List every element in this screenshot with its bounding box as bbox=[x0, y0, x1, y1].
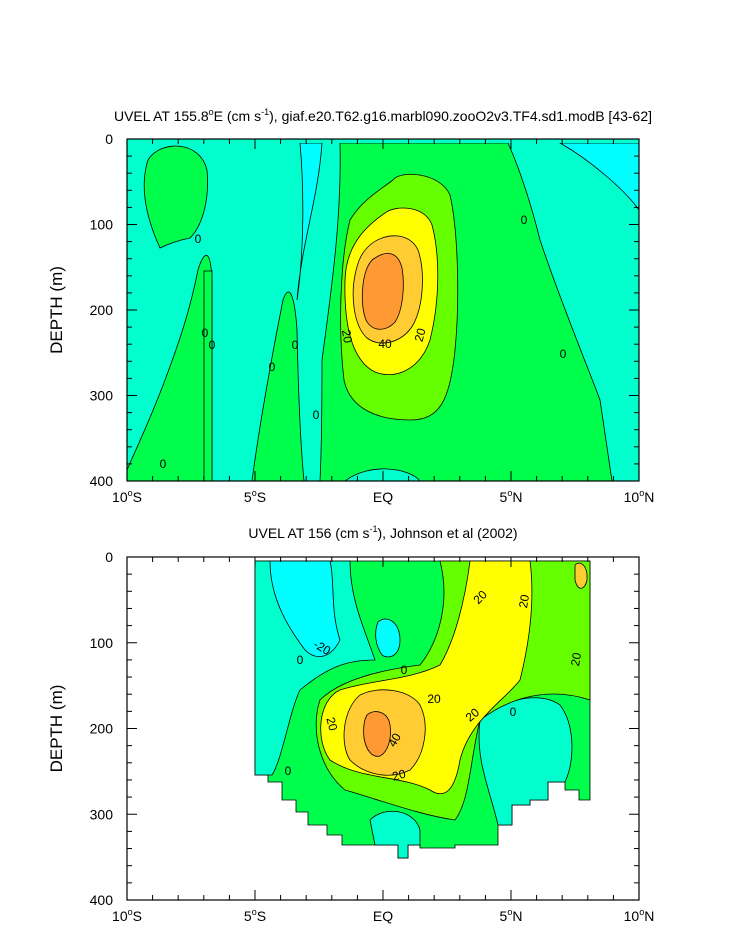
x-tick-label: EQ bbox=[373, 489, 393, 505]
fill-level-neg20-west-2 bbox=[375, 618, 401, 658]
contour-label: 0 bbox=[292, 338, 299, 352]
panel1-title: UVEL AT 155.8oE (cm s-1), giaf.e20.T62.g… bbox=[114, 107, 652, 124]
fill-level--10-south bbox=[369, 811, 421, 859]
contour-label: 0 bbox=[401, 663, 408, 677]
fill-level-neg20-west-1 bbox=[269, 560, 341, 657]
contour-label: 0 bbox=[521, 213, 528, 227]
y-tick-label: 100 bbox=[90, 635, 114, 651]
contour-label: 40 bbox=[385, 730, 404, 749]
panel2-title: UVEL AT 156 (cm s-1), Johnson et al (200… bbox=[248, 524, 517, 541]
y-tick-label: 100 bbox=[90, 217, 114, 233]
fill-level-40 bbox=[361, 253, 404, 330]
y-tick-label: 300 bbox=[90, 388, 114, 404]
panel-observed: UVEL AT 156 (cm s-1), Johnson et al (200… bbox=[47, 524, 654, 924]
contour-label: 20 bbox=[323, 716, 340, 733]
x-tick-label: 10oS bbox=[112, 907, 142, 924]
x-tick-label: 5oN bbox=[500, 907, 523, 924]
contour-label: 0 bbox=[285, 764, 292, 778]
contour-label: 0 bbox=[202, 326, 209, 340]
contour-label: 20 bbox=[516, 593, 532, 609]
x-tick-label: 10oN bbox=[624, 907, 655, 924]
y-tick-label: 200 bbox=[90, 302, 114, 318]
x-tick-label: 5oN bbox=[500, 488, 523, 505]
fill-level-0-thin-band bbox=[203, 270, 213, 481]
panel2-contour-field bbox=[254, 560, 591, 859]
y-tick-label: 0 bbox=[105, 131, 113, 147]
contour-label: 0 bbox=[269, 360, 276, 374]
y-tick-label: 0 bbox=[105, 549, 113, 565]
contour-label: 20 bbox=[391, 767, 408, 784]
x-tick-label: 5oS bbox=[244, 488, 266, 505]
contour-label: 40 bbox=[378, 337, 392, 351]
contour-label: 0 bbox=[195, 232, 202, 246]
fill-level--10-east bbox=[478, 697, 573, 826]
contour-label: 0 bbox=[297, 653, 304, 667]
y-axis-label: DEPTH (m) bbox=[47, 685, 66, 773]
fill-level-30-ne bbox=[574, 562, 588, 589]
fill-level-40 bbox=[363, 711, 391, 757]
y-axis-label: DEPTH (m) bbox=[47, 266, 66, 354]
contour-label: 0 bbox=[313, 408, 320, 422]
y-tick-label: 200 bbox=[90, 721, 114, 737]
contour-label: 0 bbox=[209, 338, 216, 352]
y-tick-label: 300 bbox=[90, 806, 114, 822]
contour-label: 0 bbox=[160, 457, 167, 471]
x-tick-label: 10oN bbox=[624, 488, 655, 505]
contour-label: 0 bbox=[510, 705, 517, 719]
x-tick-label: 10oS bbox=[112, 488, 142, 505]
x-tick-label: 5oS bbox=[244, 907, 266, 924]
contour-label: 20 bbox=[339, 329, 355, 345]
fill-level-0-sw-wedge bbox=[127, 254, 213, 481]
y-tick-label: 400 bbox=[90, 473, 114, 489]
y-tick-label: 400 bbox=[90, 892, 114, 908]
contour-label: 20 bbox=[568, 651, 584, 667]
x-tick-label: EQ bbox=[373, 908, 393, 924]
fill-level-0-s-tongue bbox=[251, 291, 305, 481]
fill-level-0-nw-blob bbox=[143, 145, 208, 249]
panel-model: UVEL AT 155.8oE (cm s-1), giaf.e20.T62.g… bbox=[47, 107, 654, 505]
panel1-contour-labels: 0 0 0 0 0 0 0 0 0 20 20 40 bbox=[160, 213, 567, 471]
contour-label: 0 bbox=[560, 347, 567, 361]
contour-label: 20 bbox=[427, 692, 441, 706]
panel1-contour-field bbox=[127, 139, 639, 481]
contour-label: 20 bbox=[412, 326, 429, 343]
fill-level-neg20-ribbon bbox=[296, 142, 323, 301]
